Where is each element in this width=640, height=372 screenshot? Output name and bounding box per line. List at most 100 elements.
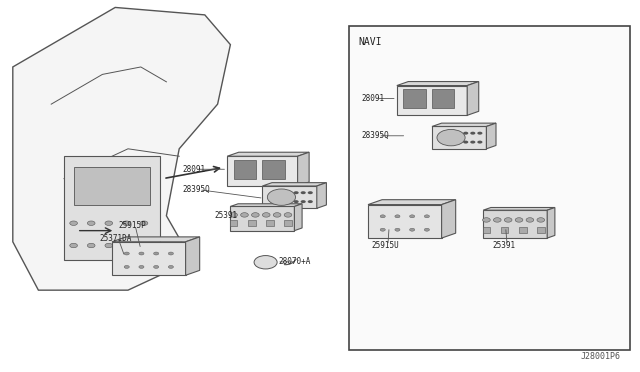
Polygon shape bbox=[368, 200, 456, 205]
Circle shape bbox=[273, 213, 281, 217]
Circle shape bbox=[105, 243, 113, 248]
Polygon shape bbox=[432, 126, 486, 149]
Circle shape bbox=[463, 132, 468, 135]
Circle shape bbox=[262, 213, 270, 217]
Text: 25391: 25391 bbox=[493, 241, 516, 250]
Polygon shape bbox=[486, 123, 496, 149]
Circle shape bbox=[105, 221, 113, 225]
Circle shape bbox=[410, 215, 415, 218]
Circle shape bbox=[308, 200, 313, 203]
Circle shape bbox=[477, 141, 483, 144]
Circle shape bbox=[470, 141, 476, 144]
Circle shape bbox=[139, 266, 144, 269]
Bar bbox=[74, 167, 150, 205]
Polygon shape bbox=[368, 205, 442, 238]
Polygon shape bbox=[294, 204, 302, 231]
Polygon shape bbox=[317, 183, 326, 208]
Circle shape bbox=[139, 252, 144, 255]
Bar bbox=[266, 220, 274, 226]
Text: J28001P6: J28001P6 bbox=[581, 352, 621, 361]
Circle shape bbox=[123, 221, 131, 225]
Bar bbox=[403, 89, 426, 108]
Bar bbox=[262, 160, 285, 179]
Circle shape bbox=[124, 266, 129, 269]
Text: 28091: 28091 bbox=[182, 165, 205, 174]
Circle shape bbox=[515, 218, 523, 222]
Polygon shape bbox=[298, 152, 309, 186]
Circle shape bbox=[123, 243, 131, 248]
Circle shape bbox=[463, 141, 468, 144]
Circle shape bbox=[380, 228, 385, 231]
Text: 28395Q: 28395Q bbox=[182, 185, 210, 194]
Bar bbox=[432, 89, 454, 108]
Bar bbox=[483, 227, 490, 232]
Circle shape bbox=[470, 132, 476, 135]
Bar bbox=[64, 156, 160, 260]
Circle shape bbox=[254, 256, 277, 269]
Circle shape bbox=[154, 252, 159, 255]
Circle shape bbox=[395, 228, 400, 231]
Circle shape bbox=[437, 129, 465, 146]
Circle shape bbox=[483, 218, 490, 222]
Circle shape bbox=[424, 228, 429, 231]
Bar bbox=[230, 220, 237, 226]
Circle shape bbox=[537, 218, 545, 222]
Circle shape bbox=[154, 266, 159, 269]
Bar bbox=[248, 220, 255, 226]
Circle shape bbox=[526, 218, 534, 222]
Circle shape bbox=[168, 252, 173, 255]
Text: 25915U: 25915U bbox=[371, 241, 399, 250]
Bar bbox=[234, 160, 256, 179]
Circle shape bbox=[241, 213, 248, 217]
Circle shape bbox=[168, 266, 173, 269]
Polygon shape bbox=[547, 208, 555, 238]
Text: 25391: 25391 bbox=[214, 211, 237, 220]
Text: 25915P: 25915P bbox=[118, 221, 146, 230]
Polygon shape bbox=[483, 210, 547, 238]
Polygon shape bbox=[186, 237, 200, 275]
Bar bbox=[500, 227, 508, 232]
Polygon shape bbox=[112, 237, 200, 242]
Polygon shape bbox=[230, 206, 294, 231]
Circle shape bbox=[308, 191, 313, 194]
Circle shape bbox=[493, 218, 501, 222]
Polygon shape bbox=[262, 183, 326, 186]
Circle shape bbox=[424, 215, 429, 218]
Circle shape bbox=[88, 221, 95, 225]
Circle shape bbox=[252, 213, 259, 217]
Polygon shape bbox=[432, 123, 496, 126]
Bar bbox=[284, 220, 292, 226]
Circle shape bbox=[294, 200, 299, 203]
Circle shape bbox=[88, 243, 95, 248]
Circle shape bbox=[477, 132, 483, 135]
Polygon shape bbox=[442, 200, 456, 238]
Polygon shape bbox=[13, 7, 230, 290]
Text: 28091: 28091 bbox=[362, 94, 385, 103]
Polygon shape bbox=[227, 152, 309, 156]
Circle shape bbox=[140, 243, 148, 248]
Text: 28395Q: 28395Q bbox=[362, 131, 389, 140]
Polygon shape bbox=[467, 81, 479, 115]
Polygon shape bbox=[262, 186, 317, 208]
Polygon shape bbox=[227, 156, 298, 186]
Polygon shape bbox=[230, 204, 302, 206]
Bar bbox=[537, 227, 545, 232]
Text: 28070+A: 28070+A bbox=[278, 257, 311, 266]
FancyBboxPatch shape bbox=[349, 26, 630, 350]
Polygon shape bbox=[397, 86, 467, 115]
Circle shape bbox=[124, 252, 129, 255]
Circle shape bbox=[301, 200, 306, 203]
Circle shape bbox=[284, 213, 292, 217]
Circle shape bbox=[301, 191, 306, 194]
Circle shape bbox=[140, 221, 148, 225]
Text: NAVI: NAVI bbox=[358, 36, 382, 46]
Circle shape bbox=[268, 189, 296, 205]
Circle shape bbox=[380, 215, 385, 218]
Polygon shape bbox=[112, 242, 186, 275]
Polygon shape bbox=[397, 81, 479, 86]
Circle shape bbox=[294, 191, 299, 194]
Circle shape bbox=[504, 218, 512, 222]
Circle shape bbox=[70, 221, 77, 225]
Polygon shape bbox=[483, 208, 555, 210]
Bar bbox=[519, 227, 527, 232]
